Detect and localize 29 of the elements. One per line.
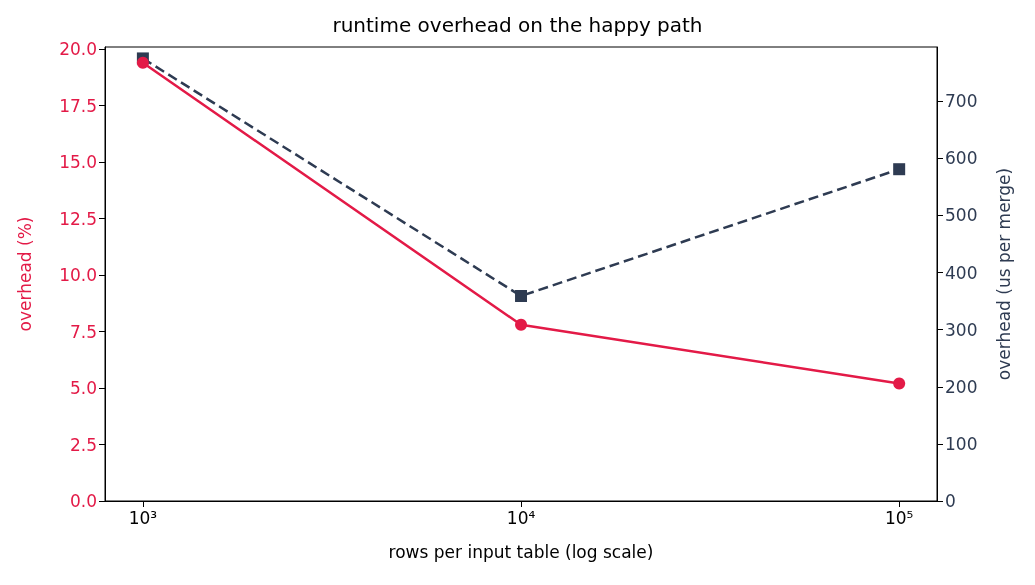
y2-tick-label: 300: [945, 319, 978, 340]
y-tick-label: 12.5: [59, 208, 97, 229]
x-tick-label: 10³: [128, 507, 158, 528]
y-tick-label: 17.5: [59, 95, 97, 116]
y-axis-title: overhead (%): [14, 216, 35, 332]
point: [893, 377, 906, 390]
y2-tick-label: 200: [945, 376, 978, 397]
y-tick-label: 0.0: [69, 491, 97, 511]
y2-tick-label: 500: [945, 205, 978, 226]
y2-tick-label: 0: [945, 491, 956, 511]
y-tick-label: 15.0: [59, 152, 97, 173]
y2-tick-label: 600: [945, 148, 978, 169]
y-tick-label: 2.5: [69, 434, 97, 455]
y-tick-label: 20.0: [59, 39, 97, 60]
y2-tick-label: 400: [945, 262, 978, 283]
y-tick-label: 10.0: [59, 265, 97, 286]
y2-tick-label: 700: [945, 91, 978, 112]
chart-title: runtime overhead on the happy path: [332, 13, 703, 37]
point: [515, 289, 528, 302]
x-tick-label: 10⁵: [884, 507, 914, 528]
x-tick-label: 10⁴: [506, 507, 536, 528]
y2-tick-label: 100: [945, 433, 978, 454]
point: [893, 163, 906, 176]
y-tick-label: 5.0: [69, 378, 97, 399]
y-tick-label: 7.5: [69, 321, 97, 342]
point: [136, 56, 149, 69]
x-axis-title: rows per input table (log scale): [388, 541, 654, 562]
y2-axis-title: overhead (us per merge): [993, 167, 1014, 381]
point: [515, 318, 528, 331]
